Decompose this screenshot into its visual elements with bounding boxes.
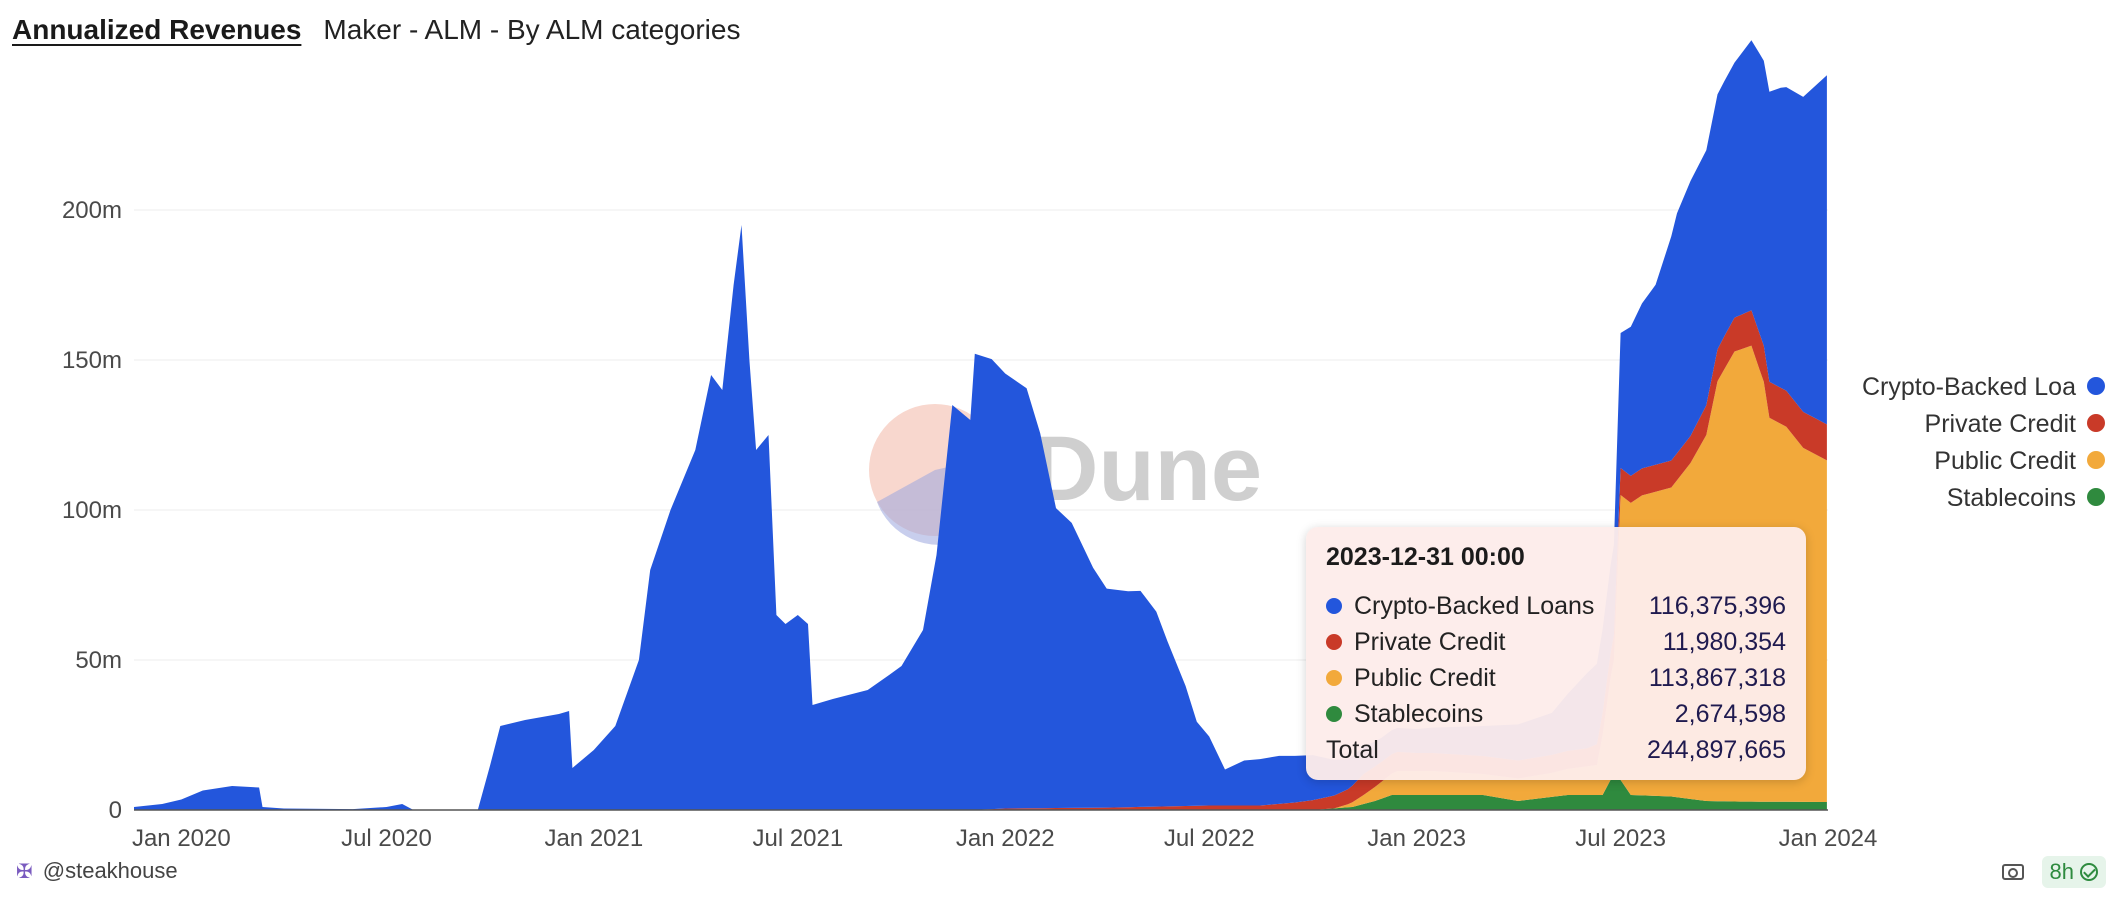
y-tick-label: 200m [62,197,122,224]
x-tick-label: Jan 2024 [1779,825,1878,852]
y-tick-label: 0 [109,797,122,824]
tooltip-series-name: Stablecoins [1354,699,1484,728]
x-tick-label: Jan 2023 [1367,825,1466,852]
footer-author[interactable]: ✠ @steakhouse [16,858,178,884]
tooltip-row: Private Credit 11,980,354 [1326,624,1786,660]
legend-swatch[interactable] [2087,377,2105,395]
axes: 0 50m 100m 150m 200m Jan 2020 Jul 2020 Jan 2021… [62,197,1877,852]
chart-subtitle: Maker - ALM - By ALM categories [323,14,741,45]
refresh-badge[interactable]: 8h [2041,856,2106,888]
x-tick-label: Jul 2023 [1575,825,1666,852]
tooltip-series-value: 116,375,396 [1648,591,1786,620]
legend-swatch[interactable] [2087,488,2105,506]
area-series-0 [134,780,1827,810]
y-tick-label: 100m [62,497,122,524]
check-circle-icon [2080,863,2098,881]
x-tick-label: Jan 2022 [956,825,1055,852]
watermark-text: Dune [1032,418,1262,520]
tooltip-total-value: 244,897,665 [1646,735,1786,764]
area-series-3 [134,40,1827,811]
chart-title-link[interactable]: Annualized Revenues [12,14,302,45]
tooltip-series-value: 113,867,318 [1648,663,1786,692]
camera-icon[interactable] [2001,864,2024,880]
tooltip-total-label: Total [1326,735,1379,764]
legend-swatch[interactable] [2087,451,2105,469]
tooltip-total-row: Total 244,897,665 [1326,732,1786,768]
steakhouse-logo-icon: ✠ [16,860,33,883]
tooltip-series-dot [1326,598,1342,614]
author-handle: @steakhouse [42,858,178,883]
hover-tooltip: 2023-12-31 00:00 Crypto-Backed Loans 116,… [1306,527,1806,780]
legend: Crypto-Backed Loa Private Credit Public Cr… [1862,373,2105,512]
tooltip-series-name: Public Credit [1354,663,1496,692]
x-tick-label: Jan 2021 [544,825,643,852]
tooltip-series-value: 2,674,598 [1674,699,1786,728]
tooltip-series-dot [1326,670,1342,686]
tooltip-series-dot [1326,706,1342,722]
legend-label: Crypto-Backed Loa [1862,373,2076,401]
tooltip-row: Crypto-Backed Loans 116,375,396 [1326,588,1786,624]
tooltip-row: Public Credit 113,867,318 [1326,660,1786,696]
x-tick-label: Jul 2022 [1164,825,1255,852]
refresh-age: 8h [2049,859,2074,884]
x-tick-label: Jul 2021 [752,825,843,852]
y-tick-label: 50m [75,647,122,674]
legend-label: Public Credit [1934,447,2076,475]
legend-swatch[interactable] [2087,414,2105,432]
tooltip-date: 2023-12-31 00:00 [1326,543,1525,571]
x-tick-label: Jul 2020 [341,825,432,852]
chart-header: Annualized Revenues Maker - ALM - By ALM… [12,8,740,52]
y-tick-label: 150m [62,347,122,374]
legend-label: Private Credit [1925,410,2076,438]
tooltip-row: Stablecoins 2,674,598 [1326,696,1786,732]
tooltip-rows: Crypto-Backed Loans 116,375,396 Private Cr… [1326,588,1786,732]
tooltip-series-name: Private Credit [1354,627,1506,656]
footer-actions: 8h [2001,856,2106,888]
tooltip-series-value: 11,980,354 [1662,627,1786,656]
x-tick-label: Jan 2020 [132,825,231,852]
tooltip-series-dot [1326,634,1342,650]
tooltip-series-name: Crypto-Backed Loans [1354,591,1595,620]
legend-label: Stablecoins [1947,484,2076,512]
